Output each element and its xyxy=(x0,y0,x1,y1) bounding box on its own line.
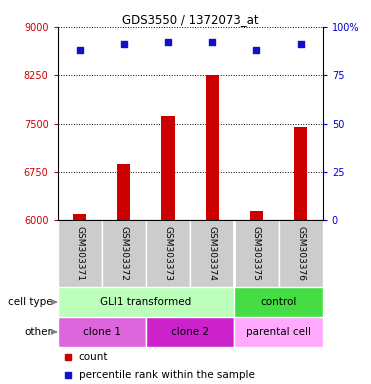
Text: clone 1: clone 1 xyxy=(83,327,121,337)
Text: GSM303371: GSM303371 xyxy=(75,226,84,281)
Bar xyxy=(234,220,279,287)
Bar xyxy=(234,287,323,317)
Bar xyxy=(146,220,190,287)
Text: clone 2: clone 2 xyxy=(171,327,209,337)
Point xyxy=(121,41,127,47)
Text: cell type: cell type xyxy=(7,297,52,307)
Text: GSM303374: GSM303374 xyxy=(208,226,217,281)
Bar xyxy=(146,317,234,347)
Text: GSM303375: GSM303375 xyxy=(252,226,261,281)
Point xyxy=(165,39,171,45)
Bar xyxy=(234,317,323,347)
Title: GDS3550 / 1372073_at: GDS3550 / 1372073_at xyxy=(122,13,259,26)
Bar xyxy=(206,74,219,220)
Bar xyxy=(58,317,146,347)
Text: parental cell: parental cell xyxy=(246,327,311,337)
Point xyxy=(298,41,303,47)
Text: control: control xyxy=(260,297,297,307)
Point xyxy=(253,47,259,53)
Text: GLI1 transformed: GLI1 transformed xyxy=(100,297,191,307)
Bar xyxy=(58,287,234,317)
Bar xyxy=(73,214,86,220)
Bar xyxy=(250,211,263,220)
Text: GSM303372: GSM303372 xyxy=(119,226,128,281)
Bar xyxy=(294,127,307,220)
Bar xyxy=(102,220,146,287)
Text: GSM303376: GSM303376 xyxy=(296,226,305,281)
Text: GSM303373: GSM303373 xyxy=(164,226,173,281)
Bar xyxy=(58,220,102,287)
Text: other: other xyxy=(24,327,52,337)
Bar xyxy=(279,220,323,287)
Bar xyxy=(117,164,131,220)
Text: percentile rank within the sample: percentile rank within the sample xyxy=(79,370,255,380)
Bar xyxy=(190,220,234,287)
Point xyxy=(209,39,215,45)
Point xyxy=(77,47,83,53)
Bar xyxy=(161,116,175,220)
Text: count: count xyxy=(79,352,108,362)
